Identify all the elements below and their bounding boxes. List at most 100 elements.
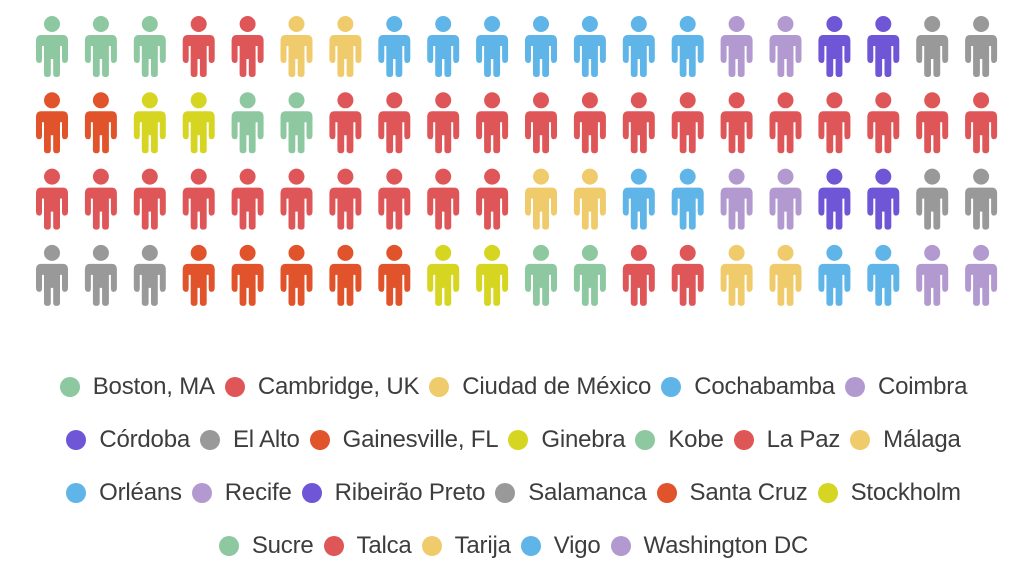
legend-item[interactable]: Gainesville, FL: [309, 425, 499, 454]
legend-item[interactable]: Boston, MA: [59, 373, 215, 401]
legend-item[interactable]: La Paz: [733, 425, 841, 454]
legend-color-dot: [66, 482, 87, 503]
legend-label: Ribeirão Preto: [334, 478, 486, 506]
legend-label: Sucre: [251, 531, 314, 559]
person-icon: [378, 244, 411, 306]
person-icon: [231, 92, 264, 154]
legend-item[interactable]: Washington DC: [610, 531, 809, 560]
legend-color-dot: [429, 376, 450, 397]
legend-color-dot: [661, 376, 682, 397]
person-icon: [182, 244, 215, 306]
legend-label: Kobe: [668, 425, 724, 453]
legend-label: Gainesville, FL: [342, 425, 499, 453]
legend-item[interactable]: Santa Cruz: [656, 479, 808, 507]
legend-label: El Alto: [233, 425, 300, 453]
legend-color-dot: [301, 482, 322, 503]
person-icon: [84, 16, 117, 77]
person-icon: [965, 244, 998, 306]
legend-item[interactable]: Orléans: [66, 479, 182, 507]
legend-item[interactable]: Cochabamba: [661, 373, 835, 401]
legend-color-dot: [224, 376, 245, 397]
legend-item[interactable]: El Alto: [200, 426, 300, 454]
person-icon: [280, 16, 313, 77]
legend-item[interactable]: Talca: [323, 532, 412, 560]
person-icon: [867, 244, 900, 306]
person-icon: [231, 244, 264, 306]
legend-color-dot: [610, 535, 631, 556]
legend-label: Coimbra: [877, 372, 968, 400]
person-icon: [818, 244, 851, 306]
person-icon: [720, 16, 753, 77]
person-icon: [720, 92, 753, 154]
person-icon: [280, 244, 313, 306]
person-icon: [182, 168, 215, 230]
legend-item[interactable]: Ribeirão Preto: [301, 478, 486, 507]
person-icon: [671, 168, 704, 230]
person-icon: [525, 92, 557, 154]
person-icon: [378, 92, 411, 154]
person-icon: [965, 16, 998, 77]
legend-color-dot: [520, 535, 541, 556]
legend-label: Recife: [224, 478, 292, 506]
person-icon: [916, 244, 949, 306]
person-icon: [84, 168, 117, 230]
legend-label: Tarija: [454, 531, 511, 559]
person-icon: [427, 16, 460, 77]
person-icon: [378, 16, 411, 77]
person-icon: [133, 168, 166, 230]
person-icon: [573, 16, 606, 77]
legend: Boston, MA Cambridge, UK Ciudad de México C…: [0, 360, 1027, 572]
legend-color-dot: [850, 429, 871, 450]
person-icon: [525, 168, 557, 230]
legend-label: Ginebra: [541, 425, 626, 453]
legend-color-dot: [323, 535, 344, 556]
legend-item[interactable]: Tarija: [421, 531, 511, 560]
person-icon: [916, 92, 949, 154]
legend-color-dot: [508, 429, 529, 450]
person-icon: [84, 244, 117, 306]
legend-item[interactable]: Coimbra: [844, 372, 968, 401]
person-icon: [427, 92, 460, 154]
person-icon: [965, 92, 998, 154]
legend-label: Orléans: [99, 478, 182, 506]
person-icon: [182, 92, 215, 154]
person-icon: [671, 92, 704, 154]
person-icon: [378, 168, 411, 230]
person-icon: [769, 168, 802, 230]
person-icon: [818, 168, 851, 230]
legend-item[interactable]: Vigo: [520, 531, 601, 560]
legend-item[interactable]: Málaga: [850, 426, 961, 454]
person-icon: [280, 168, 313, 230]
person-icon: [769, 92, 802, 154]
person-icon: [36, 168, 68, 230]
person-icon: [36, 16, 68, 77]
person-icon: [133, 244, 166, 306]
person-icon: [36, 244, 68, 306]
person-icon: [622, 168, 655, 230]
legend-row: Orléans Recife Ribeirão Preto Salamanca Sant…: [0, 466, 1027, 519]
person-icon: [622, 16, 655, 77]
person-icon: [573, 168, 606, 230]
legend-row: Córdoba El Alto Gainesville, FL Ginebra Kobe…: [0, 413, 1027, 466]
legend-item[interactable]: Sucre: [218, 531, 314, 560]
legend-color-dot: [59, 376, 80, 397]
person-icon: [867, 168, 900, 230]
person-icon: [329, 244, 362, 306]
legend-item[interactable]: Cambridge, UK: [224, 373, 419, 401]
legend-item[interactable]: Stockholm: [817, 479, 961, 507]
person-icon: [427, 244, 460, 306]
legend-item[interactable]: Recife: [191, 478, 292, 507]
legend-label: La Paz: [766, 425, 841, 453]
legend-color-dot: [495, 482, 516, 503]
legend-item[interactable]: Ginebra: [508, 425, 626, 454]
legend-item[interactable]: Córdoba: [66, 426, 190, 454]
legend-label: Washington DC: [643, 531, 809, 559]
legend-item[interactable]: Salamanca: [495, 479, 647, 507]
legend-item[interactable]: Kobe: [635, 425, 724, 454]
legend-label: Córdoba: [99, 425, 190, 453]
legend-item[interactable]: Ciudad de México: [429, 373, 651, 401]
person-icon: [622, 244, 655, 306]
person-icon: [280, 92, 313, 154]
legend-color-dot: [817, 482, 838, 503]
legend-label: Vigo: [553, 531, 601, 559]
